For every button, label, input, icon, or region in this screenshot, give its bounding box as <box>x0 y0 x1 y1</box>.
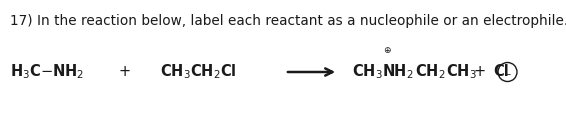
Text: $-$: $-$ <box>503 68 512 78</box>
Text: H$_3$C$-$NH$_2$: H$_3$C$-$NH$_2$ <box>10 63 84 81</box>
Text: CH$_3$: CH$_3$ <box>352 63 383 81</box>
Text: +: + <box>474 64 486 79</box>
Text: 17) In the reaction below, label each reactant as a nucleophile or an electrophi: 17) In the reaction below, label each re… <box>10 14 566 28</box>
Text: CH$_3$: CH$_3$ <box>445 63 476 81</box>
Text: Cl: Cl <box>493 64 509 79</box>
Text: NH$_2$: NH$_2$ <box>383 63 414 81</box>
Text: $\oplus$: $\oplus$ <box>383 45 392 55</box>
Text: CH$_2$: CH$_2$ <box>415 63 445 81</box>
Text: CH$_3$CH$_2$Cl: CH$_3$CH$_2$Cl <box>160 63 237 81</box>
Text: +: + <box>119 64 131 79</box>
